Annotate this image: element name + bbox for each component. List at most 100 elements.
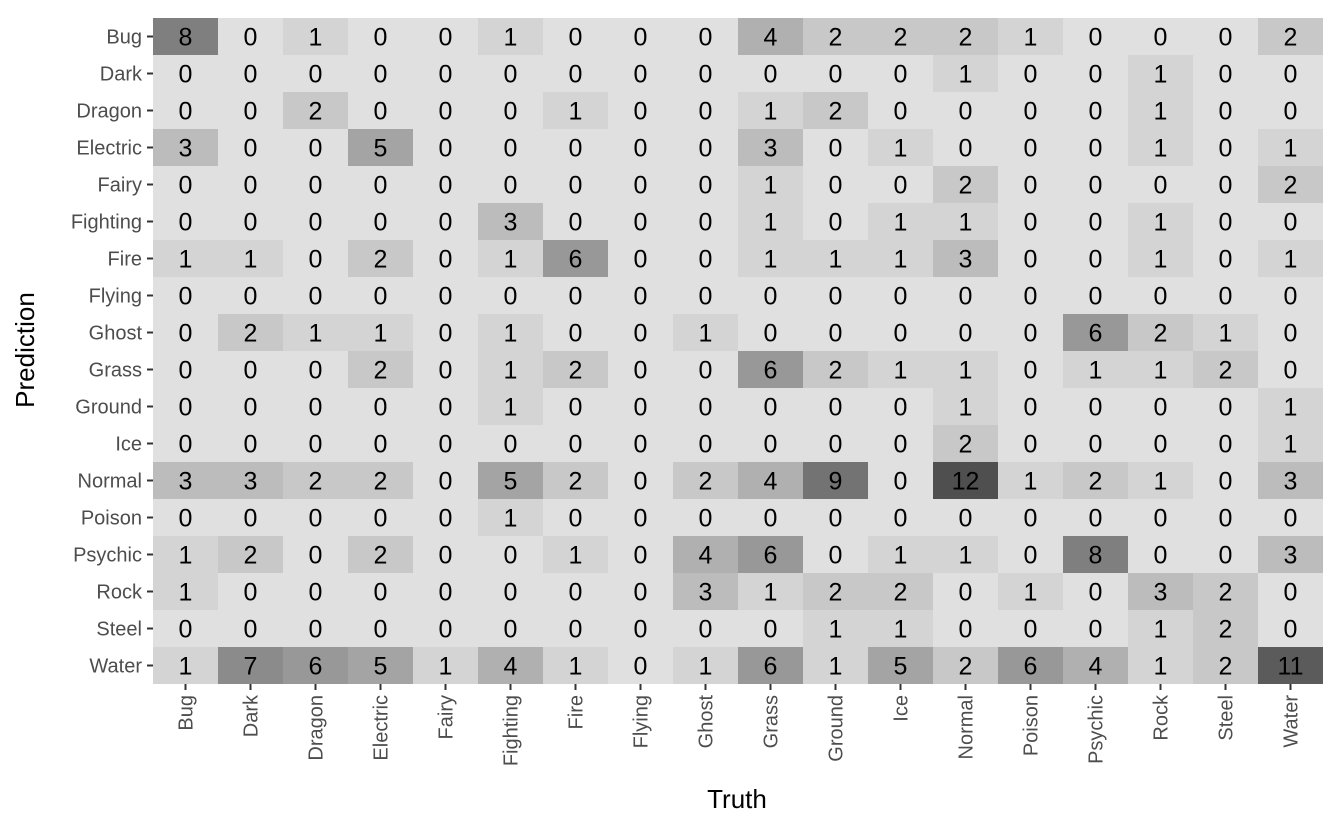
cell-value-label: 1 bbox=[309, 24, 323, 52]
cell-value-label: 0 bbox=[439, 320, 453, 348]
cell-value-label: 0 bbox=[569, 616, 583, 644]
cell-value-label: 2 bbox=[1219, 653, 1233, 681]
cell-value-label: 0 bbox=[504, 283, 518, 311]
heatmap-cell-bug-water bbox=[1258, 18, 1323, 55]
cell-value-label: 2 bbox=[829, 357, 843, 385]
cell-value-label: 0 bbox=[179, 616, 193, 644]
heatmap-cell-ground-fire bbox=[543, 388, 608, 425]
cell-value-label: 2 bbox=[959, 172, 973, 200]
y-tick-label-rock: Rock bbox=[96, 582, 143, 604]
heatmap-cell-ghost-flying bbox=[608, 314, 673, 351]
heatmap-cell-grass-fighting bbox=[478, 351, 543, 388]
heatmap-cell-fighting-grass bbox=[738, 203, 803, 240]
cell-value-label: 0 bbox=[309, 616, 323, 644]
heatmap-cell-normal-fire bbox=[543, 462, 608, 499]
heatmap-cell-ground-water bbox=[1258, 388, 1323, 425]
heatmap-cell-psychic-dark bbox=[218, 536, 283, 573]
cell-value-label: 3 bbox=[764, 135, 778, 163]
cell-value-label: 3 bbox=[179, 468, 193, 496]
heatmap-cell-flying-poison bbox=[998, 277, 1063, 314]
cell-value-label: 0 bbox=[439, 542, 453, 570]
cell-value-label: 0 bbox=[1284, 209, 1298, 237]
cell-value-label: 0 bbox=[309, 357, 323, 385]
heatmap-cell-rock-dark bbox=[218, 573, 283, 610]
heatmap-cell-fighting-fighting bbox=[478, 203, 543, 240]
heatmap-cell-dark-dragon bbox=[283, 55, 348, 92]
heatmap-cell-poison-psychic bbox=[1063, 499, 1128, 536]
heatmap-cell-dark-psychic bbox=[1063, 55, 1128, 92]
heatmap-cell-steel-ghost bbox=[673, 610, 738, 647]
cell-value-label: 0 bbox=[634, 98, 648, 126]
heatmap-cell-steel-ground bbox=[803, 610, 868, 647]
heatmap-cell-poison-electric bbox=[348, 499, 413, 536]
cell-value-label: 0 bbox=[1219, 61, 1233, 89]
cell-value-label: 0 bbox=[439, 283, 453, 311]
cell-value-label: 0 bbox=[1024, 135, 1038, 163]
cell-value-label: 0 bbox=[764, 320, 778, 348]
cell-value-label: 0 bbox=[634, 283, 648, 311]
cell-value-label: 0 bbox=[309, 394, 323, 422]
heatmap-cell-fairy-poison bbox=[998, 166, 1063, 203]
heatmap-cell-psychic-steel bbox=[1193, 536, 1258, 573]
heatmap-cell-steel-grass bbox=[738, 610, 803, 647]
heatmap-cell-bug-flying bbox=[608, 18, 673, 55]
cell-value-label: 0 bbox=[244, 505, 258, 533]
cell-value-label: 0 bbox=[634, 542, 648, 570]
cell-value-label: 0 bbox=[764, 505, 778, 533]
cell-value-label: 0 bbox=[1089, 24, 1103, 52]
heatmap-cell-fighting-psychic bbox=[1063, 203, 1128, 240]
cell-value-label: 1 bbox=[1089, 357, 1103, 385]
cell-value-label: 1 bbox=[764, 246, 778, 274]
cell-value-label: 6 bbox=[1089, 320, 1103, 348]
heatmap-cell-fighting-fairy bbox=[413, 203, 478, 240]
heatmap-cell-fighting-fire bbox=[543, 203, 608, 240]
cell-value-label: 0 bbox=[309, 135, 323, 163]
cell-value-label: 0 bbox=[829, 172, 843, 200]
heatmap-cell-flying-rock bbox=[1128, 277, 1193, 314]
heatmap-cell-ghost-dragon bbox=[283, 314, 348, 351]
cell-value-label: 0 bbox=[504, 579, 518, 607]
cell-value-label: 0 bbox=[699, 616, 713, 644]
cell-value-label: 0 bbox=[894, 468, 908, 496]
heatmap-cell-bug-ghost bbox=[673, 18, 738, 55]
cell-value-label: 0 bbox=[569, 24, 583, 52]
cell-value-label: 0 bbox=[1024, 209, 1038, 237]
heatmap-cell-fire-fire bbox=[543, 240, 608, 277]
cell-value-label: 1 bbox=[569, 98, 583, 126]
cell-value-label: 1 bbox=[764, 172, 778, 200]
heatmap-cell-ghost-dark bbox=[218, 314, 283, 351]
heatmap-cell-normal-ground bbox=[803, 462, 868, 499]
cell-value-label: 1 bbox=[1024, 468, 1038, 496]
heatmap-cell-steel-psychic bbox=[1063, 610, 1128, 647]
heatmap-cell-normal-poison bbox=[998, 462, 1063, 499]
cell-value-label: 2 bbox=[309, 98, 323, 126]
cell-value-label: 0 bbox=[959, 135, 973, 163]
heatmap-cell-rock-electric bbox=[348, 573, 413, 610]
heatmap-cell-fighting-ground bbox=[803, 203, 868, 240]
cell-value-label: 1 bbox=[829, 653, 843, 681]
cell-value-label: 0 bbox=[829, 505, 843, 533]
cell-value-label: 0 bbox=[634, 431, 648, 459]
heatmap-cell-poison-poison bbox=[998, 499, 1063, 536]
cell-value-label: 0 bbox=[1284, 98, 1298, 126]
heatmap-cell-ghost-ground bbox=[803, 314, 868, 351]
cell-value-label: 0 bbox=[569, 172, 583, 200]
cell-value-label: 2 bbox=[699, 468, 713, 496]
heatmap-cell-bug-dark bbox=[218, 18, 283, 55]
cell-value-label: 0 bbox=[1024, 616, 1038, 644]
heatmap-cell-bug-bug bbox=[153, 18, 218, 55]
heatmap-cell-grass-electric bbox=[348, 351, 413, 388]
cell-value-label: 0 bbox=[1024, 98, 1038, 126]
heatmap-cell-fairy-fire bbox=[543, 166, 608, 203]
heatmap-cell-grass-dark bbox=[218, 351, 283, 388]
heatmap-cell-bug-ice bbox=[868, 18, 933, 55]
heatmap-cell-psychic-poison bbox=[998, 536, 1063, 573]
cell-value-label: 0 bbox=[634, 24, 648, 52]
x-tick-label-ground: Ground bbox=[826, 695, 848, 762]
heatmap-cell-psychic-ice bbox=[868, 536, 933, 573]
y-tick-label-ice: Ice bbox=[115, 434, 142, 456]
heatmap-cell-grass-poison bbox=[998, 351, 1063, 388]
cell-value-label: 0 bbox=[1284, 505, 1298, 533]
cell-value-label: 0 bbox=[244, 24, 258, 52]
cell-value-label: 0 bbox=[374, 172, 388, 200]
